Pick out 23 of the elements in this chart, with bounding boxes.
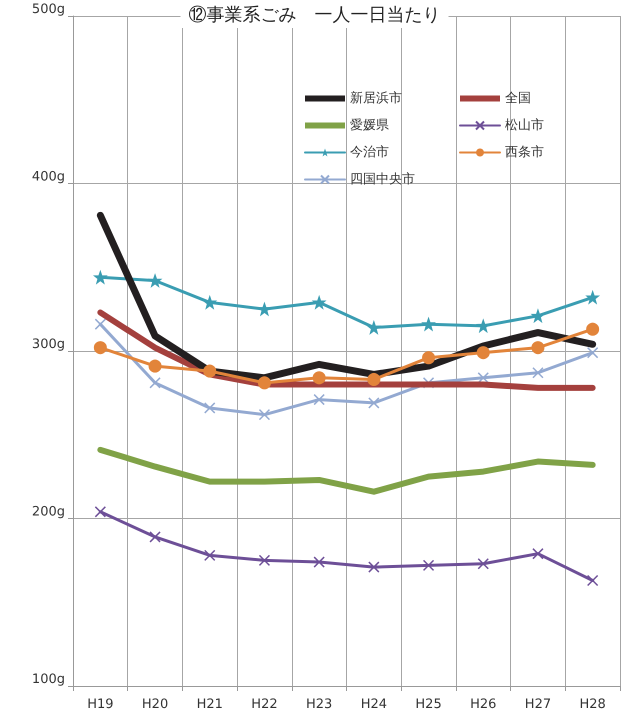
- legend-label: 四国中央市: [350, 172, 415, 187]
- legend-label: 新居浜市: [350, 91, 402, 106]
- x-tick-label: H21: [196, 697, 223, 712]
- legend-label: 愛媛県: [350, 118, 389, 133]
- legend-label: 西条市: [505, 145, 544, 160]
- x-tick-label: H22: [251, 697, 278, 712]
- x-tick-label: H27: [524, 697, 552, 712]
- y-tick-label: 400g: [32, 170, 65, 184]
- x-tick-label: H19: [87, 697, 114, 712]
- legend-label: 今治市: [350, 145, 389, 160]
- y-tick-label: 300g: [32, 337, 65, 352]
- x-tick-label: H28: [579, 697, 606, 712]
- x-tick-label: H25: [415, 697, 442, 712]
- x-tick-label: H20: [142, 697, 168, 712]
- chart-title: ⑫事業系ごみ 一人一日当たり: [188, 4, 440, 26]
- legend-label: 全国: [505, 91, 531, 106]
- x-tick-label: H26: [470, 697, 496, 712]
- y-tick-label: 100g: [32, 672, 65, 687]
- legend-label: 松山市: [505, 118, 544, 133]
- y-tick-label: 500g: [32, 2, 65, 17]
- x-tick-label: H23: [306, 697, 332, 712]
- y-tick-label: 200g: [32, 504, 65, 520]
- x-tick-label: H24: [360, 697, 388, 712]
